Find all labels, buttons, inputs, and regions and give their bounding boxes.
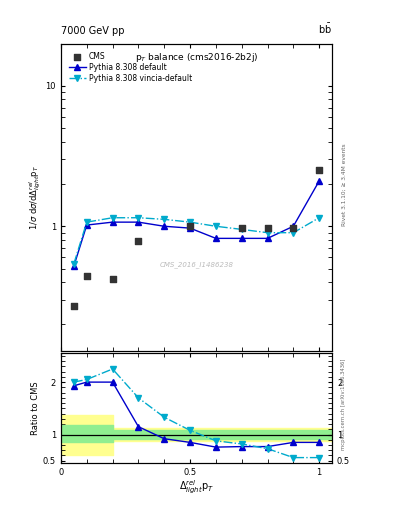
- Pythia 8.308 vincia-default: [188, 219, 193, 225]
- Pythia 8.308 vincia-default: [72, 261, 76, 267]
- Pythia 8.308 default: [317, 178, 321, 184]
- Pythia 8.308 vincia-default: [239, 226, 244, 232]
- CMS: [187, 222, 193, 230]
- Pythia 8.308 default: [291, 223, 296, 229]
- Pythia 8.308 default: [239, 236, 244, 242]
- Pythia 8.308 vincia-default: [136, 215, 141, 221]
- CMS: [135, 238, 141, 246]
- CMS: [84, 272, 90, 281]
- Text: b$\bar{\rm b}$: b$\bar{\rm b}$: [318, 22, 332, 36]
- Text: CMS_2016_I1486238: CMS_2016_I1486238: [160, 261, 233, 268]
- Text: p$_T$ balance (cms2016-2b2j): p$_T$ balance (cms2016-2b2j): [135, 51, 258, 64]
- Pythia 8.308 vincia-default: [265, 229, 270, 236]
- Line: Pythia 8.308 default: Pythia 8.308 default: [71, 178, 322, 269]
- Y-axis label: Ratio to CMS: Ratio to CMS: [31, 381, 40, 435]
- Pythia 8.308 default: [84, 222, 89, 228]
- Text: 7000 GeV pp: 7000 GeV pp: [61, 26, 125, 36]
- Pythia 8.308 vincia-default: [213, 223, 218, 229]
- CMS: [109, 275, 116, 283]
- Pythia 8.308 default: [72, 263, 76, 269]
- Pythia 8.308 default: [265, 236, 270, 242]
- X-axis label: $\Delta^{rel}_{light}$p$_T$: $\Delta^{rel}_{light}$p$_T$: [179, 479, 214, 496]
- Y-axis label: 1/$\sigma$ d$\sigma$/d$\Delta^{rel}_{light}$p$_T$: 1/$\sigma$ d$\sigma$/d$\Delta^{rel}_{lig…: [27, 164, 43, 230]
- Pythia 8.308 vincia-default: [317, 215, 321, 221]
- Text: mcplots.cern.ch [arXiv:1306.3436]: mcplots.cern.ch [arXiv:1306.3436]: [342, 359, 346, 450]
- CMS: [71, 302, 77, 310]
- Pythia 8.308 vincia-default: [162, 216, 167, 222]
- CMS: [316, 166, 322, 175]
- Pythia 8.308 default: [110, 219, 115, 225]
- Pythia 8.308 vincia-default: [291, 229, 296, 236]
- CMS: [290, 224, 296, 232]
- CMS: [264, 224, 271, 232]
- Pythia 8.308 default: [188, 225, 193, 231]
- CMS: [239, 224, 245, 232]
- Text: Rivet 3.1.10; ≥ 3.4M events: Rivet 3.1.10; ≥ 3.4M events: [342, 143, 346, 226]
- Pythia 8.308 default: [213, 236, 218, 242]
- Pythia 8.308 default: [162, 223, 167, 229]
- Line: Pythia 8.308 vincia-default: Pythia 8.308 vincia-default: [71, 215, 322, 267]
- Pythia 8.308 default: [136, 219, 141, 225]
- Legend: CMS, Pythia 8.308 default, Pythia 8.308 vincia-default: CMS, Pythia 8.308 default, Pythia 8.308 …: [68, 50, 194, 84]
- Pythia 8.308 vincia-default: [110, 215, 115, 221]
- Pythia 8.308 vincia-default: [84, 219, 89, 225]
